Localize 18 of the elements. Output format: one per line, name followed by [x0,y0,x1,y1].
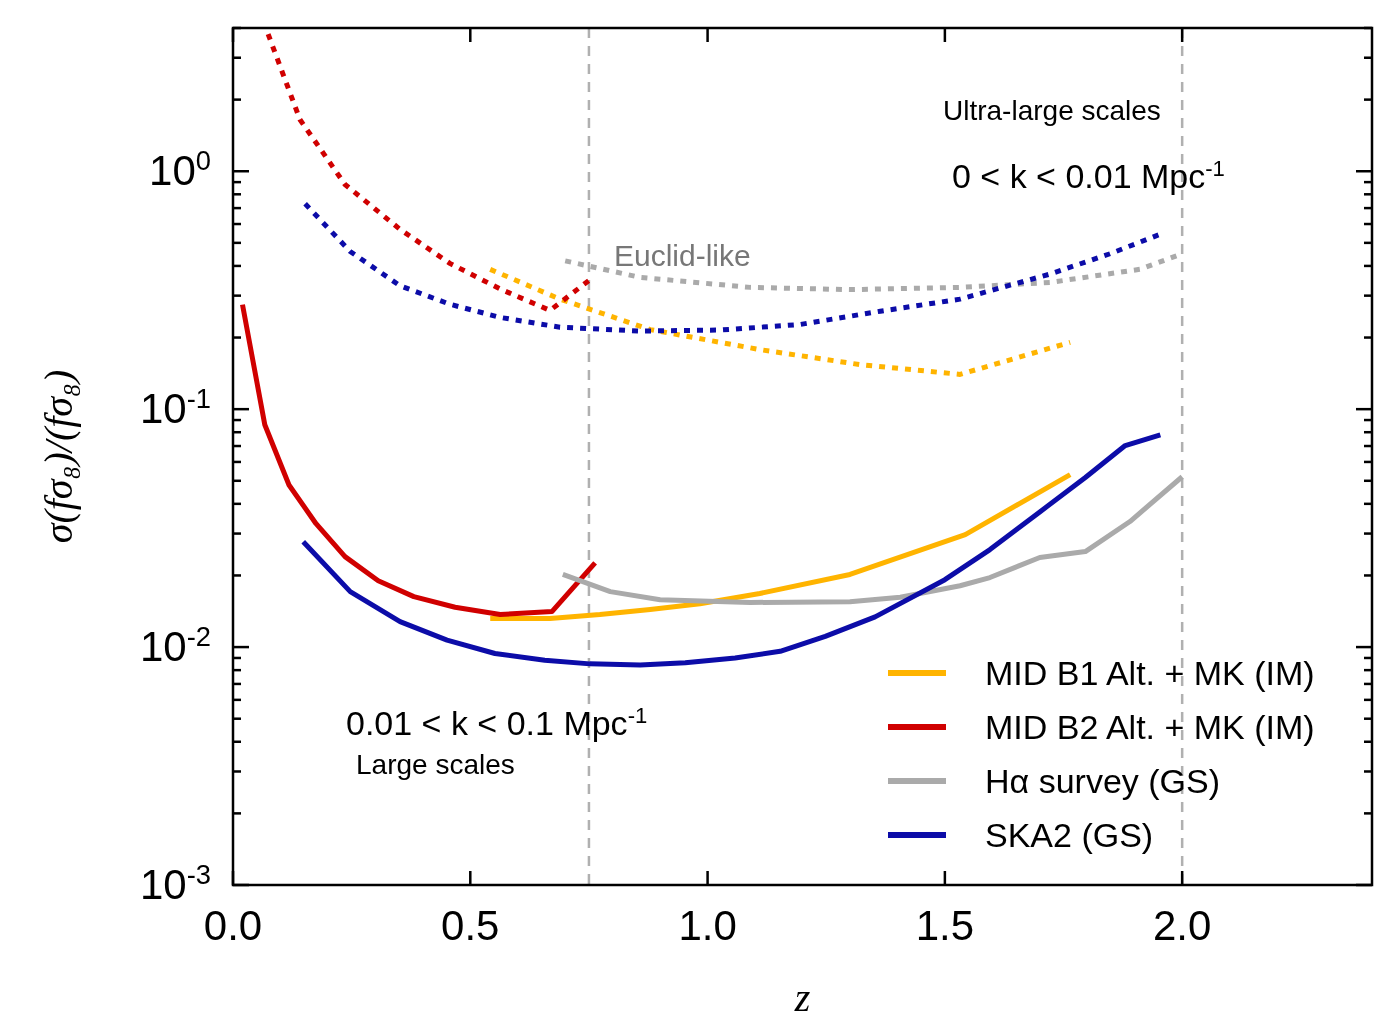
x-tick-label: 0.5 [441,902,500,949]
legend-label: MID B1 Alt. + MK (IM) [985,654,1315,692]
x-axis-title: z [793,975,811,1020]
legend-label: MID B2 Alt. + MK (IM) [985,708,1315,746]
annotation: 0.01 < k < 0.1 Mpc$^{-1}$ [346,702,648,742]
legend-label: Hα survey (GS) [985,762,1221,800]
legend-label: SKA2 (GS) [985,816,1154,854]
y-tick-label: 10$^{0}$ [149,144,211,195]
y-tick-label: 10$^{-1}$ [140,382,211,433]
y-tick-label: 10$^{-2}$ [140,620,211,671]
y-axis-title: σ(fσ₈)/(fσ₈) [36,369,81,544]
annotation: Large scales [356,749,515,780]
annotation: Ultra-large scales [943,95,1161,126]
x-tick-label: 1.5 [915,902,975,949]
x-tick-label: 1.0 [678,902,737,949]
annotation: 0 < k < 0.01 Mpc$^{-1}$ [952,155,1225,195]
annotation: Euclid-like [614,239,751,272]
x-tick-label: 2.0 [1152,902,1212,949]
